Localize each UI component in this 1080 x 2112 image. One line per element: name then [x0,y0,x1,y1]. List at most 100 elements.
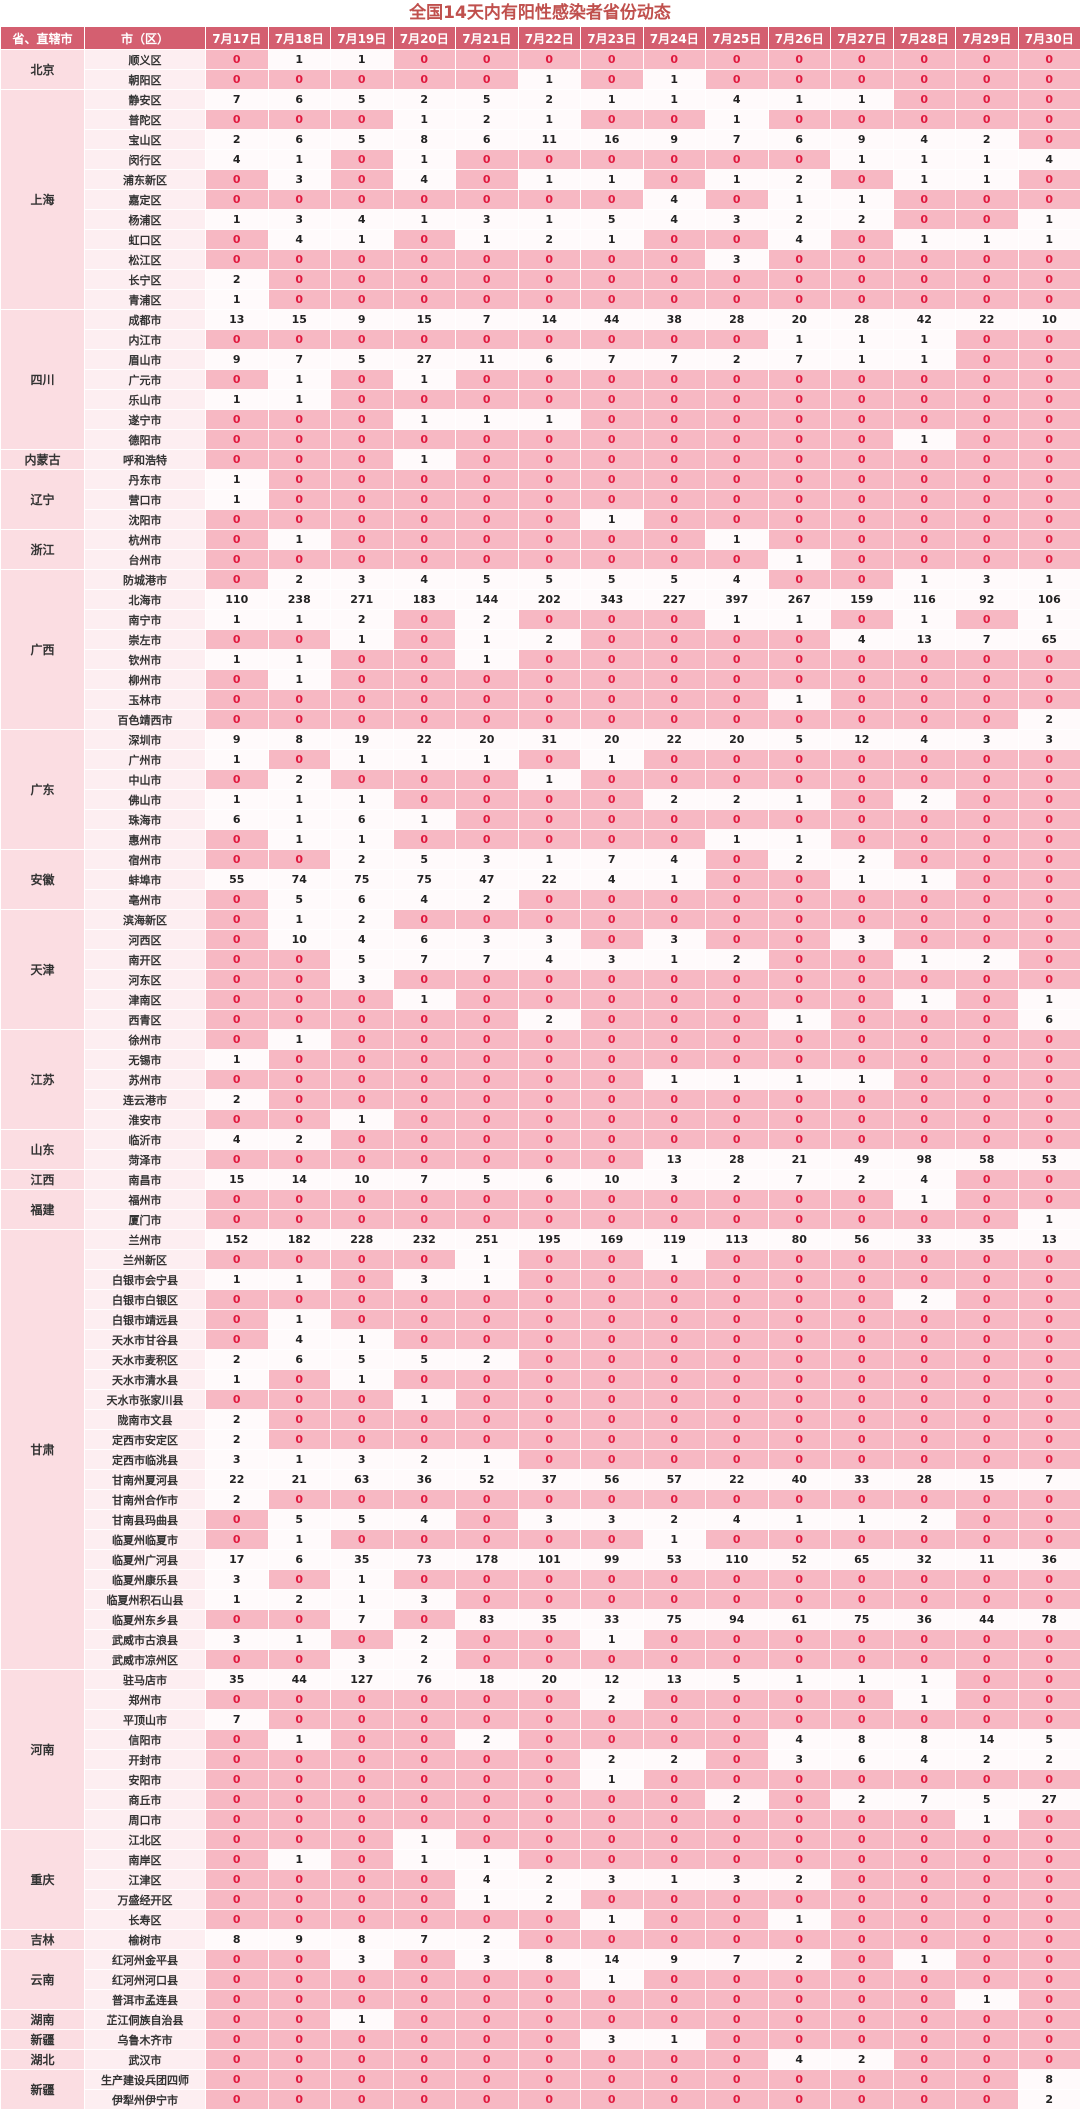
value-cell: 1 [705,1069,769,1090]
value-cell: 0 [205,1989,269,2010]
value-cell: 0 [267,1089,331,1110]
value-cell: 0 [642,629,706,650]
value-cell: 0 [1017,749,1080,770]
value-cell: 2 [517,1869,581,1890]
value-cell: 13 [642,1669,706,1690]
value-cell: 16 [580,129,644,150]
value-cell: 1 [642,949,706,970]
value-cell: 0 [830,229,894,250]
value-cell: 0 [767,809,831,830]
value-cell: 0 [392,2089,456,2110]
value-cell: 0 [455,509,519,530]
value-cell: 0 [1017,1129,1080,1150]
value-cell: 0 [955,1069,1019,1090]
value-cell: 0 [892,389,956,410]
value-cell: 0 [705,1749,769,1770]
value-cell: 0 [580,809,644,830]
value-cell: 6 [455,129,519,150]
value-cell: 0 [517,189,581,210]
value-cell: 0 [1017,649,1080,670]
table-row: 河东区 0 0 3 0 0 0 0 0 0 0 0 0 0 0 [1,969,1080,990]
value-cell: 0 [580,649,644,670]
value-cell: 0 [830,1109,894,1130]
value-cell: 36 [892,1609,956,1630]
city-cell: 营口市 [84,489,206,510]
value-cell: 0 [642,1909,706,1930]
value-cell: 0 [642,1709,706,1730]
value-cell: 0 [767,969,831,990]
value-cell: 0 [830,2009,894,2030]
value-cell: 0 [1017,1869,1080,1890]
value-cell: 0 [267,489,331,510]
value-cell: 113 [705,1229,769,1250]
value-cell: 2 [1017,709,1080,730]
value-cell: 4 [330,929,394,950]
value-cell: 0 [830,789,894,810]
value-cell: 0 [642,49,706,70]
value-cell: 1 [267,1449,331,1470]
value-cell: 3 [330,1649,394,1670]
value-cell: 0 [517,1049,581,1070]
value-cell: 0 [580,929,644,950]
value-cell: 0 [392,1749,456,1770]
value-cell: 0 [330,1849,394,1870]
value-cell: 0 [205,1969,269,1990]
value-cell: 1 [1017,209,1080,230]
value-cell: 0 [205,509,269,530]
value-cell: 75 [330,869,394,890]
value-cell: 1 [392,989,456,1010]
value-cell: 14 [267,1169,331,1190]
value-cell: 0 [517,1269,581,1290]
value-cell: 0 [830,829,894,850]
value-cell: 0 [1017,349,1080,370]
value-cell: 0 [455,369,519,390]
value-cell: 0 [392,689,456,710]
value-cell: 0 [892,1249,956,1270]
value-cell: 0 [892,2089,956,2110]
value-cell: 2 [205,129,269,150]
value-cell: 0 [455,549,519,570]
value-cell: 0 [705,489,769,510]
value-cell: 0 [330,989,394,1010]
table-row: 天水市麦积区 2 6 5 5 2 0 0 0 0 0 0 0 0 0 [1,1349,1080,1370]
value-cell: 0 [330,1729,394,1750]
value-cell: 0 [580,669,644,690]
value-cell: 2 [892,1289,956,1310]
value-cell: 0 [267,269,331,290]
value-cell: 2 [392,89,456,110]
value-cell: 0 [892,1869,956,1890]
value-cell: 0 [392,769,456,790]
value-cell: 6 [267,129,331,150]
value-cell: 1 [267,149,331,170]
value-cell: 7 [642,349,706,370]
value-cell: 0 [205,2089,269,2110]
value-cell: 2 [1017,2089,1080,2110]
value-cell: 0 [830,1869,894,1890]
city-cell: 淮安市 [84,1109,206,1130]
value-cell: 0 [267,849,331,870]
city-cell: 甘南县玛曲县 [84,1509,206,1530]
table-row: 上海 静安区 7 6 5 2 5 2 1 1 4 1 1 0 0 0 [0,89,1080,310]
value-cell: 0 [767,49,831,70]
value-cell: 0 [267,249,331,270]
header-date: 7月27日 [830,26,894,50]
value-cell: 0 [267,69,331,90]
value-cell: 0 [705,769,769,790]
value-cell: 0 [892,269,956,290]
value-cell: 0 [705,869,769,890]
value-cell: 0 [892,409,956,430]
value-cell: 1 [955,1989,1019,2010]
value-cell: 0 [955,1569,1019,1590]
value-cell: 0 [892,1989,956,2010]
value-cell: 0 [642,109,706,130]
value-cell: 4 [642,849,706,870]
city-cell: 兰州新区 [84,1249,206,1270]
value-cell: 0 [767,489,831,510]
value-cell: 0 [830,1369,894,1390]
province-cell: 广东 [0,729,85,850]
value-cell: 0 [892,1529,956,1550]
value-cell: 0 [455,1589,519,1610]
value-cell: 35 [955,1229,1019,1250]
value-cell: 0 [892,1329,956,1350]
value-cell: 0 [955,1509,1019,1530]
